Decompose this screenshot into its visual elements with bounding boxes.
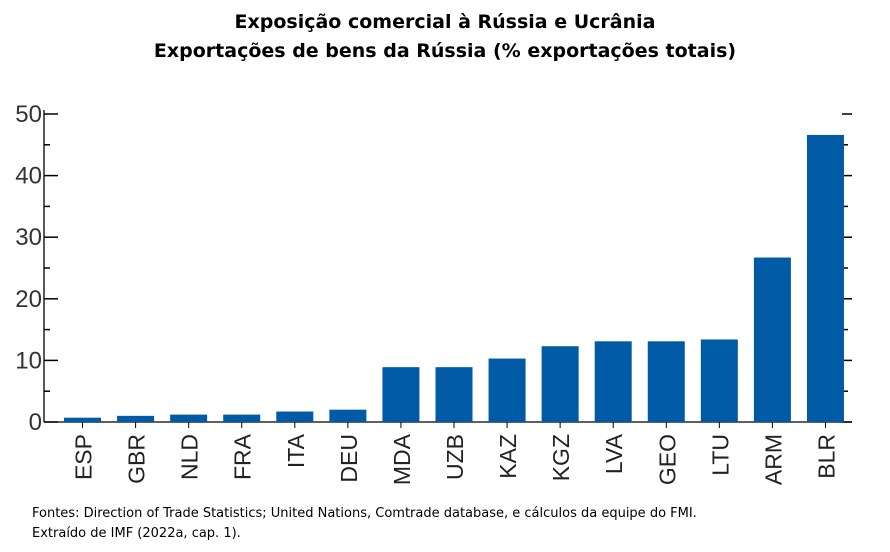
bar (647, 341, 685, 422)
bar (276, 411, 314, 422)
x-tick-label: ARM (760, 434, 786, 485)
bar (753, 257, 791, 422)
x-tick-label: KAZ (495, 434, 521, 479)
source-note: Fontes: Direction of Trade Statistics; U… (32, 506, 697, 521)
bar (435, 367, 473, 422)
chart-subtitle: Exportações de bens da Rússia (% exporta… (153, 40, 737, 62)
x-tick-label: LVA (601, 433, 627, 474)
x-tick-label: ESP (71, 434, 97, 480)
y-tick-label: 30 (15, 224, 42, 251)
bar (117, 415, 155, 422)
chart-title: Exposição comercial à Rússia e Ucrânia (234, 11, 656, 33)
y-tick-label: 0 (29, 409, 42, 436)
y-tick-label: 10 (15, 347, 42, 374)
x-tick-label: MDA (389, 433, 415, 485)
x-tick-label: BLR (813, 434, 839, 479)
y-tick-label: 20 (15, 286, 42, 313)
x-tick-label: GEO (654, 434, 680, 485)
source-reference: Extraído de IMF (2022a, cap. 1). (32, 526, 241, 541)
bar (223, 414, 261, 422)
bar-chart: 0 10 20 30 40 50 ESP GBR NLD FRA ITA DEU MDA UZB KAZ KG… (15, 101, 852, 485)
x-tick-label: FRA (230, 433, 256, 480)
bar (64, 417, 102, 422)
y-tick-label: 50 (15, 101, 42, 128)
y-tick-label: 40 (15, 163, 42, 190)
bar (488, 358, 526, 422)
bar (541, 346, 579, 422)
x-tick-label: GBR (124, 434, 150, 484)
x-tick-label: LTU (707, 434, 733, 476)
x-tick-label: DEU (336, 434, 362, 483)
bar (806, 134, 844, 422)
bar (382, 367, 420, 422)
bar (329, 409, 367, 422)
x-tick-label: UZB (442, 434, 468, 480)
x-tick-label: NLD (177, 434, 203, 480)
x-tick-label: KGZ (548, 434, 574, 481)
x-tick-label: ITA (283, 433, 309, 468)
bar (700, 339, 738, 422)
bar (170, 414, 208, 422)
bar (594, 341, 632, 422)
